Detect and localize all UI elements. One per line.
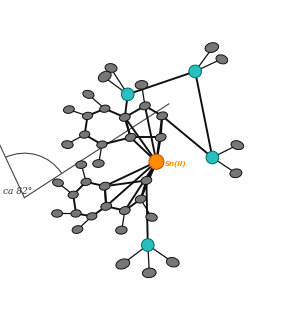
Ellipse shape xyxy=(135,81,148,89)
Ellipse shape xyxy=(98,71,111,82)
Ellipse shape xyxy=(68,191,78,198)
Ellipse shape xyxy=(141,176,152,185)
Ellipse shape xyxy=(82,112,93,119)
Ellipse shape xyxy=(146,213,157,221)
Ellipse shape xyxy=(100,105,110,112)
Circle shape xyxy=(141,239,154,251)
Ellipse shape xyxy=(116,226,127,234)
Ellipse shape xyxy=(155,134,166,141)
Ellipse shape xyxy=(230,169,242,178)
Ellipse shape xyxy=(83,90,94,98)
Circle shape xyxy=(206,151,219,164)
Text: ca 82°: ca 82° xyxy=(3,187,32,197)
Ellipse shape xyxy=(149,154,164,169)
Text: Sn(II): Sn(II) xyxy=(165,161,187,167)
Ellipse shape xyxy=(79,131,90,138)
Ellipse shape xyxy=(87,213,97,220)
Ellipse shape xyxy=(119,113,130,121)
Ellipse shape xyxy=(116,259,130,269)
Ellipse shape xyxy=(93,160,104,167)
Circle shape xyxy=(189,65,201,78)
Ellipse shape xyxy=(97,141,107,148)
Ellipse shape xyxy=(99,182,110,190)
Ellipse shape xyxy=(231,141,244,150)
Ellipse shape xyxy=(76,161,87,169)
Ellipse shape xyxy=(53,179,63,186)
Circle shape xyxy=(121,88,134,101)
Ellipse shape xyxy=(101,202,112,210)
Ellipse shape xyxy=(62,141,73,148)
Ellipse shape xyxy=(139,102,150,110)
Ellipse shape xyxy=(166,258,179,267)
Ellipse shape xyxy=(105,64,117,72)
Ellipse shape xyxy=(71,210,81,217)
Ellipse shape xyxy=(135,195,146,203)
Ellipse shape xyxy=(81,178,91,186)
Ellipse shape xyxy=(216,55,228,64)
Ellipse shape xyxy=(63,106,74,113)
Ellipse shape xyxy=(205,43,219,53)
Ellipse shape xyxy=(125,134,136,141)
Ellipse shape xyxy=(142,268,156,278)
Ellipse shape xyxy=(52,210,63,217)
Ellipse shape xyxy=(72,226,83,233)
Ellipse shape xyxy=(119,207,130,215)
Ellipse shape xyxy=(157,112,168,120)
